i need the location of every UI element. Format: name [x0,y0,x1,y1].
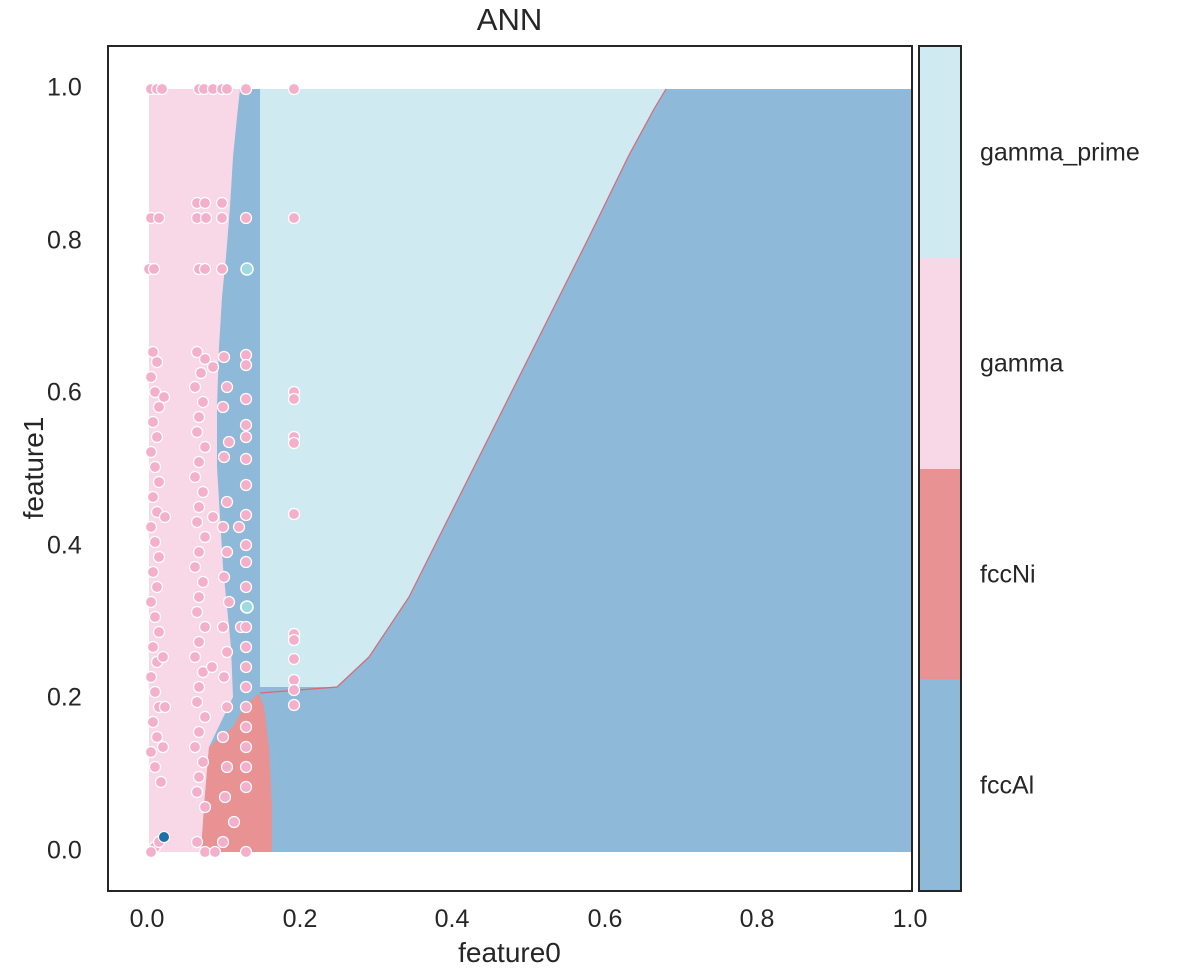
x-tick: 0.4 [434,905,470,933]
y-tick: 0.4 [47,531,82,560]
colorbar-label: fccAl [980,771,1035,800]
x-tick: 0.6 [587,905,623,933]
y-tick: 0.8 [47,226,82,255]
gamma-prime-point [240,600,254,614]
plot-area [107,45,913,892]
colorbar-label: gamma [980,349,1064,378]
region-gamma [149,89,240,852]
colorbar-segment-fccAl [920,679,960,890]
gamma-prime-point [240,262,254,276]
fccAl-point [158,831,170,843]
y-axis-label: feature1 [18,416,49,520]
colorbar-segment-gamma [920,257,960,469]
colorbar-label: gamma_prime [980,138,1140,167]
y-tick: 1.0 [47,73,82,102]
decision-region-plot [142,82,911,859]
y-tick: 0.2 [47,683,82,712]
y-tick: 0.6 [47,378,82,407]
x-tick: 0.0 [129,905,165,933]
x-tick: 1.0 [892,905,928,933]
colorbar-segment-fccNi [920,468,960,680]
gamma-points [142,82,301,859]
y-tick: 0.0 [47,836,82,865]
colorbar-segment-gamma-prime [920,47,960,258]
boundary-line [259,88,667,694]
region-fccNi [201,693,272,852]
region-gamma-prime [239,89,666,687]
colorbar-label: fccNi [980,560,1036,589]
x-tick: 0.2 [282,905,318,933]
x-tick: 0.8 [739,905,775,933]
chart-title: ANN [476,2,543,37]
x-axis-label: feature0 [458,937,561,968]
colorbar [918,45,962,892]
